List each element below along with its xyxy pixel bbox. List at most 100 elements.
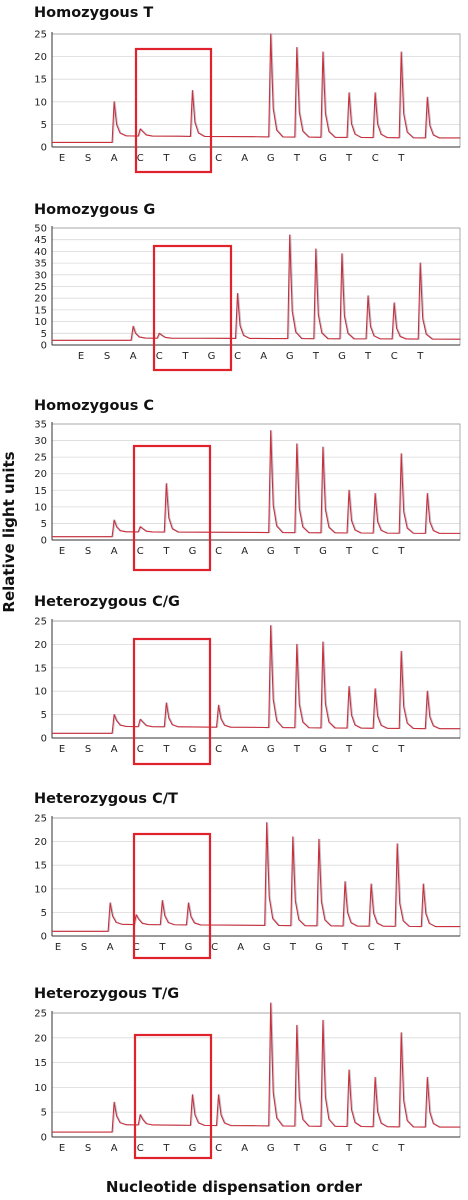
nucleotide-label: S [81,942,87,953]
nucleotide-label: T [393,942,401,953]
nucleotide-label: T [345,153,353,164]
pyrogram-trace [52,33,460,144]
y-tick-label: 5 [41,120,47,131]
nucleotide-label: T [345,1143,353,1154]
nucleotide-label: T [345,744,353,755]
nucleotide-label: T [158,942,166,953]
y-tick-label: 5 [41,519,47,530]
nucleotide-label: C [215,153,222,164]
y-tick-label: 5 [41,710,47,721]
nucleotide-label: T [341,942,349,953]
panel-3: Homozygous C 0 5 10 15 20 25 30 35 E S A C T G C A G T G T C T [34,398,461,572]
panel-1: Homozygous T 0 5 10 15 20 25 E S A C T G C A G T G T C T [34,5,461,174]
y-tick-label: 0 [41,341,47,352]
nucleotide-label: G [267,546,275,557]
nucleotide-label: C [215,1143,222,1154]
nucleotide-label: A [241,1143,248,1154]
nucleotide-label: G [267,153,275,164]
nucleotide-label: E [59,1143,65,1154]
nucleotide-label: G [319,546,327,557]
nucleotide-label: T [162,546,170,557]
nucleotide-label: T [397,744,405,755]
trace-shadow [53,822,461,932]
nucleotide-label: T [293,1143,301,1154]
y-tick-label: 15 [34,305,47,316]
y-tick-label: 15 [34,663,47,674]
nucleotide-label: C [372,153,379,164]
y-tick-label: 15 [34,1058,47,1069]
nucleotide-label: G [189,1143,197,1154]
trace-shadow [53,625,461,734]
nucleotide-label: G [185,942,193,953]
nucleotide-label: C [133,942,140,953]
pyrogram-trace [52,625,460,734]
nucleotide-label: C [234,351,241,362]
y-tick-label: 20 [34,1033,47,1044]
x-axis-title: Nucleotide dispensation order [106,1178,363,1196]
nucleotide-label: T [312,351,320,362]
nucleotide-label: T [293,153,301,164]
panel-title: Heterozygous T/G [34,986,179,1002]
y-axis-title: Relative light units [0,451,18,612]
nucleotide-label: A [241,546,248,557]
nucleotide-label: C [137,1143,144,1154]
nucleotide-label: A [111,153,118,164]
nucleotide-label: S [85,546,91,557]
nucleotide-label: G [315,942,323,953]
nucleotide-label: T [345,546,353,557]
y-tick-label: 25 [34,282,47,293]
nucleotide-label: G [189,153,197,164]
nucleotide-label: T [289,942,297,953]
y-tick-label: 40 [34,247,47,258]
y-tick-label: 35 [34,259,47,270]
y-tick-label: 20 [34,52,47,63]
y-tick-label: 20 [34,837,47,848]
nucleotide-label: G [263,942,271,953]
snp-highlight-box [134,47,213,174]
panel-5: Heterozygous C/T 0 5 10 15 20 25 E S A C T G C A G T G T C T [34,791,461,960]
nucleotide-label: C [368,942,375,953]
nucleotide-label: G [338,351,346,362]
nucleotide-label: E [59,153,65,164]
nucleotide-label: C [215,546,222,557]
y-tick-label: 0 [41,932,47,943]
y-tick-label: 10 [34,687,47,698]
y-tick-label: 45 [34,235,47,246]
nucleotide-label: G [319,1143,327,1154]
nucleotide-label: T [364,351,372,362]
trace-shadow [53,234,461,341]
nucleotide-label: A [130,351,137,362]
pyrogram-trace [52,430,460,538]
nucleotide-label: C [137,744,144,755]
nucleotide-label: C [372,546,379,557]
nucleotide-label: E [59,744,65,755]
y-tick-label: 25 [34,453,47,464]
y-tick-label: 15 [34,75,47,86]
snp-highlight-box [152,244,233,372]
nucleotide-label: G [319,744,327,755]
y-tick-label: 10 [34,502,47,513]
y-tick-label: 0 [41,734,47,745]
nucleotide-label: A [111,546,118,557]
nucleotide-label: S [85,744,91,755]
panel-title: Heterozygous C/T [34,791,178,807]
panel-title: Homozygous G [34,202,155,218]
y-tick-label: 10 [34,884,47,895]
nucleotide-label: A [111,744,118,755]
panel-6: Heterozygous T/G 0 5 10 15 20 25 E S A C T G C A G T G T C T [34,986,461,1160]
pyrogram-trace [52,234,460,341]
nucleotide-label: S [104,351,110,362]
nucleotide-label: T [293,546,301,557]
nucleotide-label: E [59,546,65,557]
nucleotide-label: C [372,744,379,755]
y-tick-label: 25 [34,30,47,41]
y-tick-label: 10 [34,97,47,108]
y-tick-label: 30 [34,270,47,281]
nucleotide-label: A [237,942,244,953]
y-tick-label: 35 [34,420,47,431]
nucleotide-label: G [189,546,197,557]
nucleotide-label: G [286,351,294,362]
nucleotide-label: C [215,744,222,755]
snp-highlight-box [132,444,212,572]
